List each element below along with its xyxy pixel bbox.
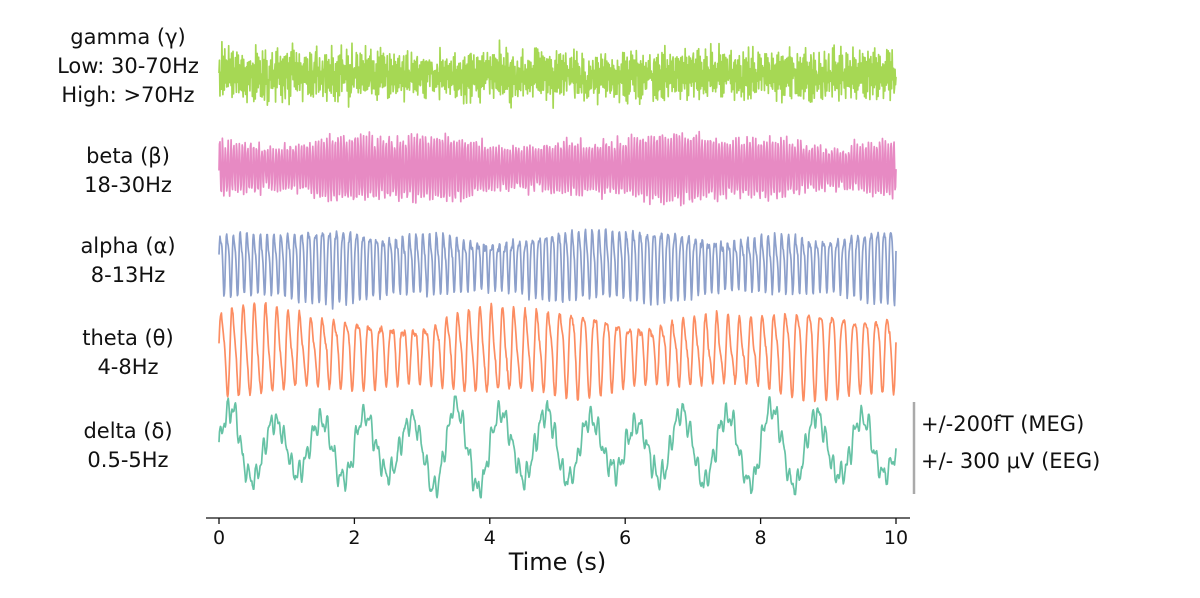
- band-name-beta: beta (β): [86, 144, 170, 168]
- band-labels-group: gamma (γ) Low: 30-70Hz High: >70Hz beta (β)…: [57, 25, 199, 472]
- trace-beta: [218, 130, 897, 207]
- trace-theta: [218, 302, 897, 403]
- x-axis: 0 2 4 6 8 10: [206, 517, 910, 549]
- x-tick-label-4: 4: [484, 527, 496, 549]
- trace-alpha: [218, 228, 897, 310]
- scale-bar-group: +/-200fT (MEG) +/- 300 μV (EEG): [912, 402, 1100, 494]
- x-axis-label: Time (s): [508, 548, 607, 576]
- band-range-gamma-0: Low: 30-70Hz: [57, 54, 199, 78]
- band-range-delta-0: 0.5-5Hz: [87, 448, 168, 472]
- band-range-theta-0: 4-8Hz: [97, 355, 158, 379]
- band-range-alpha-0: 8-13Hz: [91, 263, 165, 287]
- trace-delta: [218, 395, 897, 499]
- band-name-delta: delta (δ): [83, 419, 172, 443]
- band-name-theta: theta (θ): [82, 326, 173, 350]
- scale-label-eeg: +/- 300 μV (EEG): [921, 449, 1100, 473]
- x-tick-label-0: 0: [213, 527, 225, 549]
- band-name-gamma: gamma (γ): [70, 25, 185, 49]
- band-range-gamma-1: High: >70Hz: [61, 83, 194, 107]
- band-name-alpha: alpha (α): [80, 234, 175, 258]
- band-range-beta-0: 18-30Hz: [84, 173, 172, 197]
- trace-gamma: [218, 39, 897, 109]
- x-tick-label-6: 6: [619, 527, 631, 549]
- x-tick-label-10: 10: [884, 527, 908, 549]
- x-tick-label-2: 2: [348, 527, 360, 549]
- traces-group: [218, 39, 897, 499]
- x-tick-label-8: 8: [755, 527, 767, 549]
- scale-label-meg: +/-200fT (MEG): [921, 412, 1084, 436]
